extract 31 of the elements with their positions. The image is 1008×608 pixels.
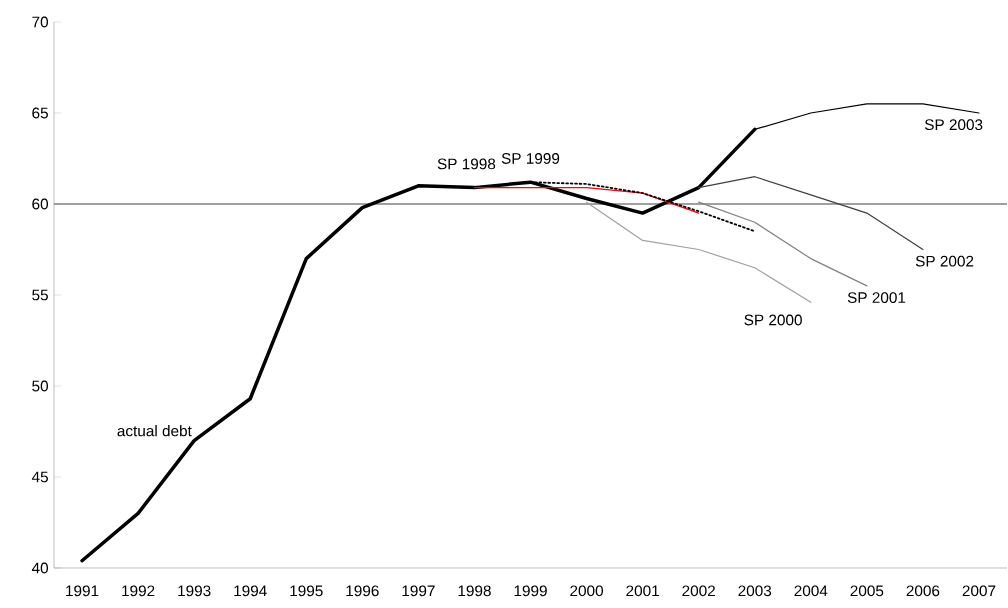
x-tick-label: 2005 [850,585,884,597]
x-tick-label: 2004 [794,585,828,597]
y-tick-label: 40 [31,562,49,574]
x-tick-label: 2006 [906,585,940,597]
x-tick-label: 2002 [682,585,715,597]
x-tick-label: 1998 [458,585,491,597]
x-tick-label: 2000 [570,585,604,597]
x-tick-label: 2003 [738,585,772,597]
series-label: actual debt [117,425,192,437]
series-label: SP 2002 [915,255,974,267]
x-tick-label: 1993 [178,585,211,597]
y-tick-label: 70 [32,16,49,28]
y-tick-label: 65 [32,107,48,119]
y-tick-label: 60 [32,198,49,210]
x-tick-label: 1995 [290,585,323,597]
x-tick-label: 1999 [514,585,547,597]
series-label: SP 1998 [437,158,496,170]
y-tick-label: 50 [32,380,49,392]
series-label: SP 1999 [501,153,560,164]
y-tick-label: 45 [31,471,48,483]
y-tick-label: 55 [32,289,48,301]
x-tick-label: 1991 [66,585,99,597]
x-tick-label: 1992 [122,585,155,597]
x-tick-label: 2001 [626,585,659,597]
x-tick-label: 1994 [234,585,267,597]
series-label: SP 2003 [924,119,983,131]
series-label: SP 2000 [744,314,802,326]
x-tick-label: 1996 [346,585,379,597]
series-label: SP 2001 [847,292,906,304]
x-tick-label: 1997 [402,585,435,597]
x-tick-label: 2007 [962,585,996,597]
